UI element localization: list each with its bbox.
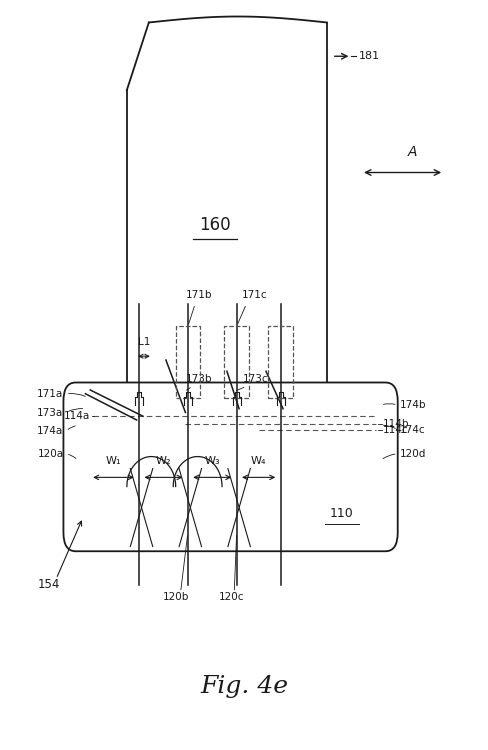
Bar: [268, 326, 293, 398]
Text: 114c: 114c: [383, 424, 409, 435]
Text: 173a: 173a: [37, 407, 63, 418]
Bar: [176, 326, 200, 398]
Text: 171c: 171c: [242, 290, 267, 300]
Text: 120c: 120c: [219, 592, 244, 602]
Text: 110: 110: [330, 507, 353, 520]
Text: 173c: 173c: [243, 374, 268, 384]
Text: 160: 160: [199, 216, 230, 234]
Text: 173b: 173b: [185, 374, 212, 384]
Bar: [224, 326, 249, 398]
Text: L1: L1: [138, 338, 150, 347]
Text: A: A: [407, 145, 417, 159]
Text: 114a: 114a: [64, 411, 90, 422]
Text: 120d: 120d: [400, 448, 427, 459]
Text: 114b: 114b: [383, 419, 409, 429]
Text: W₂: W₂: [156, 456, 171, 466]
Text: W₄: W₄: [251, 456, 266, 466]
FancyBboxPatch shape: [63, 382, 398, 551]
Text: 174b: 174b: [400, 400, 427, 410]
Text: 174c: 174c: [400, 424, 426, 435]
Text: Fig. 4e: Fig. 4e: [200, 675, 288, 698]
Text: 154: 154: [38, 578, 60, 592]
Text: 171b: 171b: [185, 290, 212, 300]
Text: W₃: W₃: [204, 456, 220, 466]
Text: 181: 181: [359, 51, 380, 62]
Text: 174a: 174a: [37, 426, 63, 436]
Text: 120b: 120b: [163, 592, 189, 602]
Text: W₁: W₁: [106, 456, 121, 466]
Text: 171a: 171a: [37, 388, 63, 399]
Text: 120a: 120a: [37, 448, 63, 459]
